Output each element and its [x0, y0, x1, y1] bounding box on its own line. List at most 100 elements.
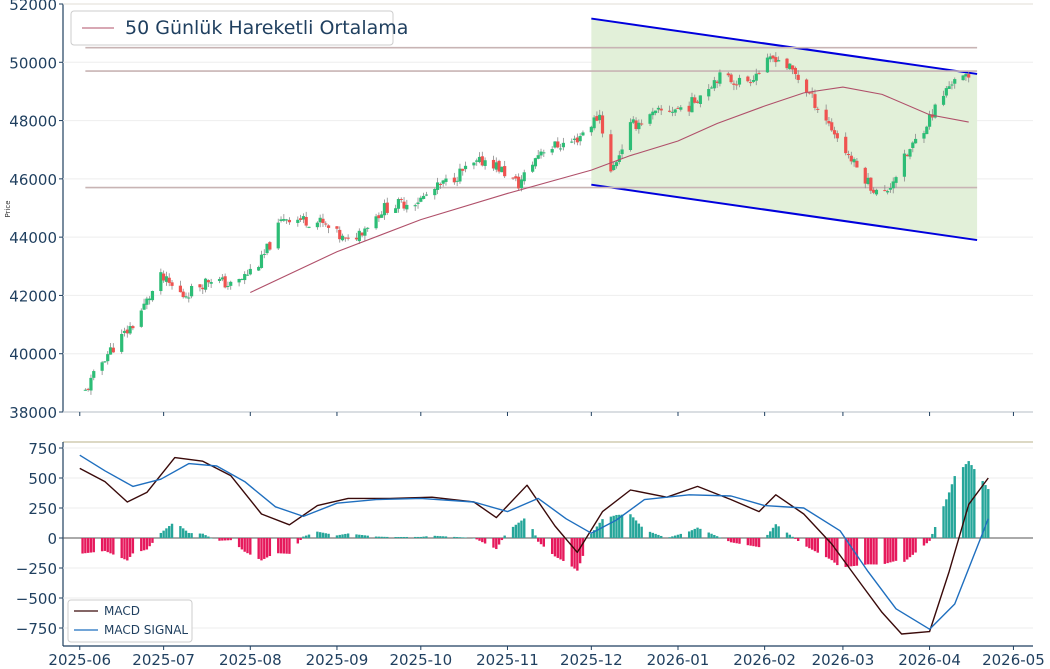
price-tick-label: 38000 — [9, 404, 57, 422]
candle — [189, 285, 194, 297]
macd-histogram-bar — [237, 538, 241, 548]
candle — [148, 298, 152, 301]
x-tick-label: 2025-12 — [560, 651, 623, 669]
candle — [444, 178, 448, 182]
candle — [578, 136, 582, 142]
macd-histogram-bar — [400, 536, 403, 538]
candle — [162, 273, 166, 281]
macd-histogram-bar — [973, 469, 976, 538]
macd-histogram-bar — [777, 526, 780, 538]
macd-histogram-bar — [282, 538, 286, 554]
macd-histogram-bar — [755, 538, 758, 547]
macd-histogram-bar — [478, 538, 481, 541]
candle — [533, 158, 538, 167]
x-tick-label: 2026-05 — [982, 651, 1045, 669]
macd-histogram-bar — [523, 518, 526, 538]
candle — [556, 141, 560, 148]
candle — [170, 282, 174, 286]
candle — [203, 278, 208, 290]
macd-histogram-bar — [218, 538, 221, 541]
candle — [648, 114, 652, 124]
macd-histogram-bar — [987, 489, 990, 538]
candle — [707, 89, 711, 97]
x-tick-label: 2025-09 — [306, 651, 369, 669]
candle — [941, 95, 946, 105]
candle — [874, 189, 879, 195]
candle — [852, 159, 856, 163]
macd-histogram-bar — [503, 535, 506, 538]
macd-histogram-bar — [581, 538, 585, 556]
candle — [617, 155, 621, 162]
candle — [687, 105, 691, 112]
candle — [382, 203, 387, 216]
price-y-ticks: 38000 40000 42000 44000 46000 48000 50000 52000 — [9, 0, 63, 422]
macd-histogram-bar — [444, 536, 448, 538]
macd-histogram-bar — [824, 538, 828, 558]
candle — [248, 268, 252, 275]
candle — [888, 187, 893, 190]
candle — [100, 362, 104, 371]
macd-histogram-bar — [906, 538, 909, 560]
candle — [550, 149, 554, 153]
macd-histogram-bar — [844, 538, 847, 567]
macd-histogram-bar — [531, 529, 534, 538]
candle — [360, 232, 364, 236]
candle — [455, 180, 459, 182]
candle — [570, 141, 574, 143]
candle — [849, 155, 853, 162]
macd-histogram-bar — [327, 533, 330, 538]
macd-histogram-bar — [679, 533, 682, 538]
candle — [698, 95, 702, 104]
macd-histogram-bar — [590, 533, 593, 538]
candle — [765, 57, 770, 73]
candle — [262, 253, 266, 255]
candle — [746, 76, 750, 82]
macd-histogram-bar — [145, 538, 149, 550]
price-tick-label: 52000 — [9, 0, 57, 14]
macd-histogram-bar — [492, 538, 495, 548]
macd-tick-label: −250 — [16, 560, 57, 578]
candle — [480, 156, 484, 166]
macd-histogram-bar — [162, 530, 165, 538]
macd-signal-line — [79, 454, 989, 630]
candle — [301, 216, 306, 220]
macd-histogram-bar — [304, 535, 308, 538]
macd-histogram-bar — [380, 536, 383, 538]
macd-histogram-bar — [539, 538, 543, 545]
macd-histogram-bar — [732, 538, 736, 543]
macd-histogram-bar — [668, 537, 671, 538]
candle — [844, 136, 848, 154]
macd-histogram-bar — [864, 538, 867, 565]
candle — [178, 285, 183, 293]
candle — [729, 74, 733, 83]
macd-histogram-bar — [908, 538, 912, 558]
candle — [142, 303, 146, 310]
candle — [285, 219, 289, 221]
candle — [265, 243, 269, 254]
macd-histogram-bar — [520, 520, 523, 538]
macd-histogram-bar — [847, 538, 850, 567]
macd-histogram-bar — [788, 534, 792, 538]
candle — [145, 298, 149, 305]
macd-histogram-bar — [422, 536, 425, 538]
candle — [419, 197, 423, 202]
moving-average — [250, 86, 969, 294]
price-axis-label: Price — [4, 200, 12, 217]
candle — [804, 79, 809, 93]
candle — [139, 310, 143, 327]
candle — [435, 182, 440, 190]
candle — [324, 223, 328, 225]
candle — [475, 160, 479, 162]
macd-legend: MACD MACD SIGNAL — [67, 599, 193, 643]
candle — [922, 133, 926, 139]
candle — [925, 126, 929, 135]
candle — [240, 278, 244, 280]
macd-histogram-bar — [933, 527, 937, 538]
candle — [863, 167, 867, 184]
macd-histogram-bar — [394, 536, 397, 538]
macd-histogram-bar — [472, 538, 476, 539]
macd-histogram-bar — [785, 532, 789, 538]
macd-histogram-bar — [436, 535, 439, 538]
candle — [718, 72, 722, 84]
